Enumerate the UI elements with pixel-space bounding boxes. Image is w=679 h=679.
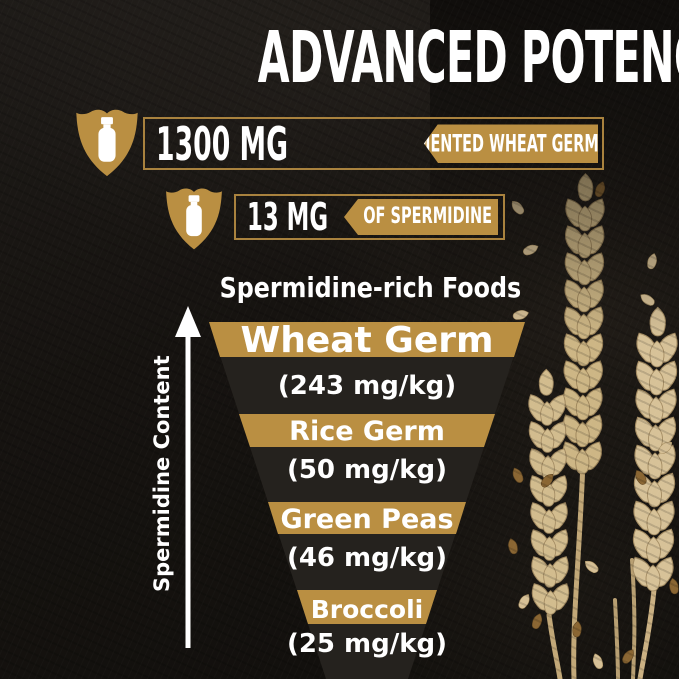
funnel-band-broccoli [297, 590, 437, 624]
funnel-value: (46 mg/kg) [287, 543, 447, 573]
funnel-label: Green Peas [280, 504, 453, 535]
badge-amount: 1300 MG [156, 116, 288, 171]
badge-wheat-germ-extract: 1300 MG OF FERMENTED WHEAT GERM EXTRACT [143, 117, 604, 170]
page-title: ADVANCED POTENCY FORMULA [257, 16, 679, 99]
page-title-wrap: ADVANCED POTENCY FORMULA [0, 22, 679, 93]
shield-bottle-icon [166, 188, 222, 250]
badge-amount: 13 MG [247, 195, 329, 239]
up-arrow-icon [175, 306, 201, 648]
funnel-value: (25 mg/kg) [287, 629, 447, 659]
chart-title-wrap: Spermidine-rich Foods [140, 271, 600, 304]
funnel-label: Rice Germ [289, 416, 445, 447]
shield-bottle-icon [76, 109, 138, 177]
funnel-band-rice-germ [239, 414, 495, 447]
badge-ribbon: OF SPERMIDINE [344, 199, 498, 235]
funnel-value: (243 mg/kg) [278, 371, 456, 401]
badge-label: OF FERMENTED WHEAT GERM EXTRACT [358, 129, 678, 158]
badge-ribbon: OF FERMENTED WHEAT GERM EXTRACT [424, 124, 598, 163]
chart-title: Spermidine-rich Foods [219, 271, 521, 304]
funnel-label: Wheat Germ [240, 320, 493, 361]
funnel-band-wheat-germ [209, 322, 525, 357]
funnel-body [209, 322, 525, 679]
badge-spermidine: 13 MG OF SPERMIDINE [234, 194, 505, 240]
axis-label: Spermidine Content [150, 355, 174, 592]
funnel-label: Broccoli [311, 595, 424, 624]
funnel-value: (50 mg/kg) [287, 455, 447, 485]
badge-label: OF SPERMIDINE [363, 204, 493, 229]
funnel-band-green-peas [268, 502, 466, 534]
